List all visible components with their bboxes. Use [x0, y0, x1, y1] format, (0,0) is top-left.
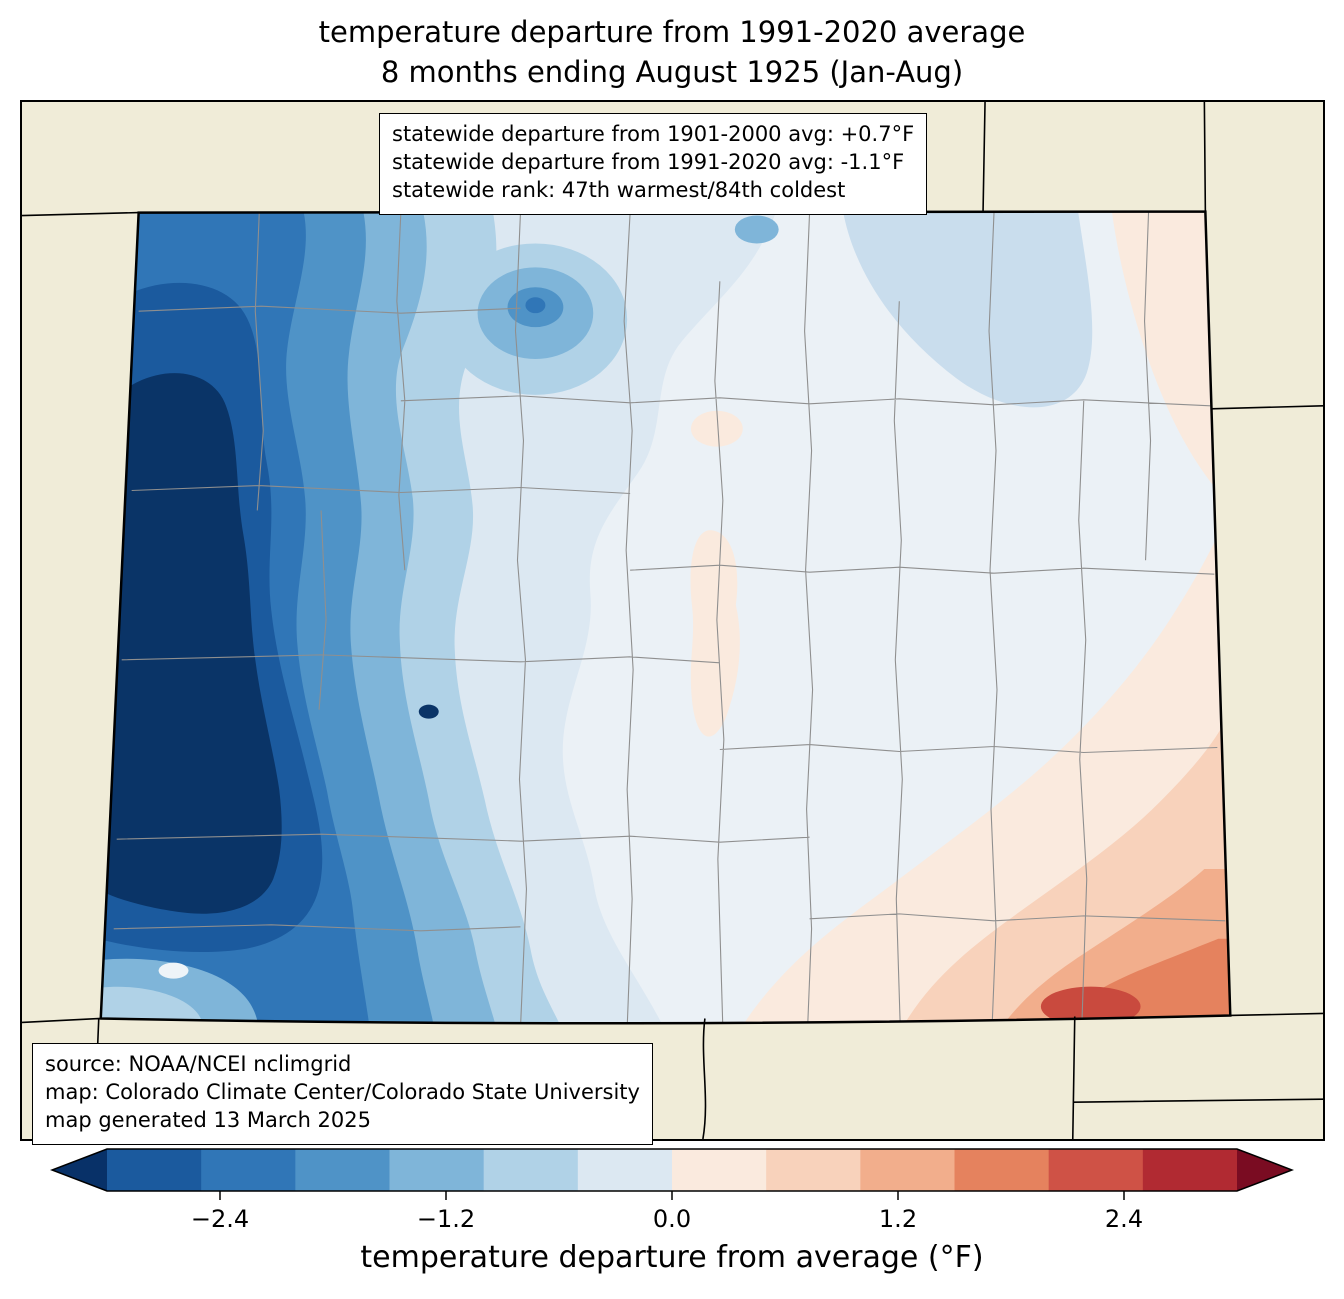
source-line-1: source: NOAA/NCEI nclimgrid: [45, 1052, 352, 1076]
colorbar-tick-label: −1.2: [416, 1205, 476, 1233]
map-frame: statewide departure from 1901-2000 avg: …: [20, 100, 1325, 1145]
source-line-3: map generated 13 March 2025: [45, 1107, 372, 1132]
colorbar-segment: [766, 1149, 861, 1191]
colorbar-ticks: [219, 1191, 1125, 1200]
contour-fills: [100, 211, 1231, 1024]
colorbar: −2.4 −1.2 0.0 1.2 2.4: [49, 1147, 1295, 1242]
contour-blue-7-core: [100, 373, 282, 914]
stats-line-2: statewide departure from 1991-2020 avg: …: [392, 149, 905, 174]
colorbar-segment: [672, 1149, 767, 1191]
colorbar-tick-label: 1.2: [878, 1205, 918, 1233]
contour-small-top-blob: [734, 215, 779, 244]
colorbar-segment: [954, 1149, 1050, 1191]
contour-center-peach-strip: [690, 530, 740, 737]
colorbar-segment: [295, 1149, 391, 1191]
title-line-1: temperature departure from 1991-2020 ave…: [318, 15, 1026, 49]
contour-sw-white-spot: [158, 962, 189, 979]
source-box: source: NOAA/NCEI nclimgrid map: Colorad…: [32, 1043, 653, 1145]
contour-center-peach-spot: [690, 410, 743, 447]
colorbar-tick-label: 2.4: [1104, 1205, 1144, 1233]
colorbar-segment: [201, 1149, 296, 1191]
colorbar-segment: [577, 1149, 673, 1191]
stats-box: statewide departure from 1901-2000 avg: …: [379, 113, 928, 215]
colorbar-tick-labels: −2.4 −1.2 0.0 1.2 2.4: [50, 1147, 1294, 1242]
colorbar-axis-label: temperature departure from average (°F): [360, 1240, 984, 1275]
colorbar-svg: [49, 1148, 1295, 1200]
colorbar-right-arrow: [1237, 1149, 1292, 1191]
title-line-2: 8 months ending August 1925 (Jan-Aug): [380, 55, 964, 90]
contour-dark-dot: [418, 704, 439, 719]
stats-line-1: statewide departure from 1901-2000 avg: …: [392, 122, 915, 146]
figure-title: temperature departure from 1991-2020 ave…: [0, 12, 1344, 92]
source-line-2: map: Colorado Climate Center/Colorado St…: [45, 1079, 640, 1104]
colorbar-left-arrow: [52, 1149, 107, 1191]
contour-sw-corner-lighter: [100, 986, 202, 1021]
colorado-map: [22, 102, 1323, 1139]
colorbar-segment: [1142, 1149, 1238, 1191]
colorbar-segment: [389, 1149, 485, 1191]
colorbar-segment: [107, 1149, 202, 1191]
colorbar-segment: [1048, 1149, 1144, 1191]
county-boundaries: [113, 212, 1226, 1024]
colorbar-tick-label: −2.4: [190, 1205, 250, 1233]
colorbar-segments: [107, 1149, 1238, 1191]
colorbar-tick-label: 0.0: [652, 1205, 692, 1233]
stats-line-3: statewide rank: 47th warmest/84th coldes…: [392, 177, 846, 202]
colorbar-segment: [483, 1149, 579, 1191]
contour-red-hotspot: [1040, 986, 1141, 1024]
colorbar-outline: [49, 1148, 1295, 1192]
colorbar-segment: [860, 1149, 956, 1191]
contour-light-patch-northeast: [841, 211, 1093, 408]
state-border: [99, 210, 1232, 1025]
contour-topblob-center: [525, 297, 546, 314]
